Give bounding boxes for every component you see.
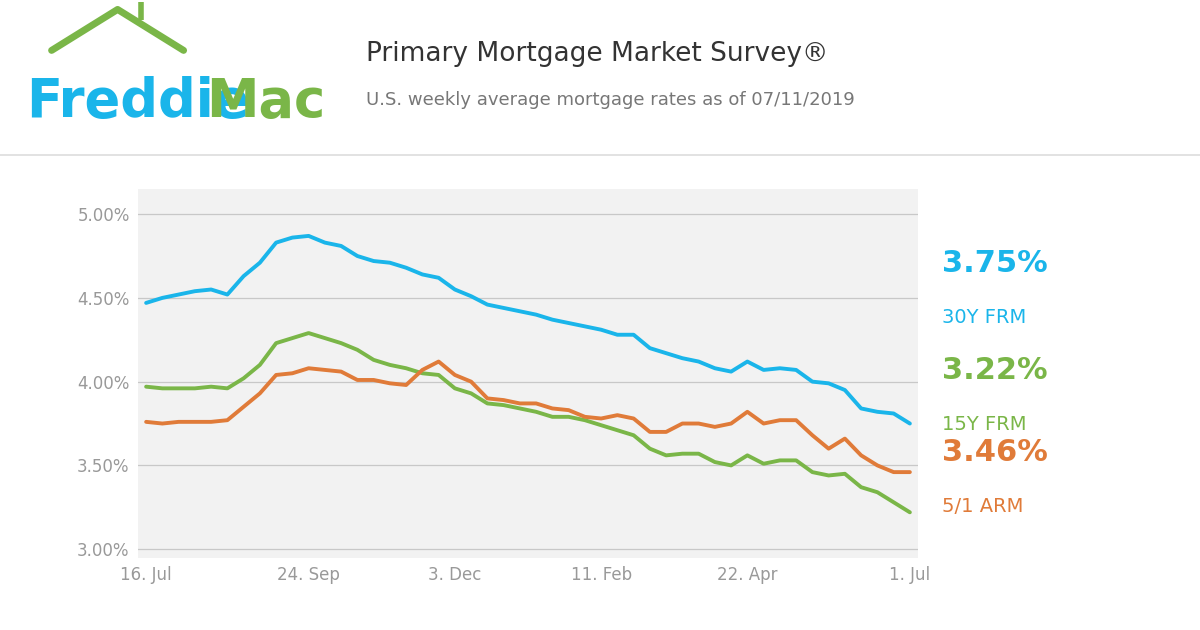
Text: 15Y FRM: 15Y FRM — [942, 415, 1026, 434]
Text: 3.22%: 3.22% — [942, 356, 1048, 385]
Text: Primary Mortgage Market Survey®: Primary Mortgage Market Survey® — [366, 41, 828, 67]
Text: 3.75%: 3.75% — [942, 249, 1048, 278]
Text: 5/1 ARM: 5/1 ARM — [942, 497, 1024, 516]
Text: 30Y FRM: 30Y FRM — [942, 308, 1026, 327]
Text: 3.46%: 3.46% — [942, 438, 1048, 467]
Text: Mac: Mac — [206, 76, 325, 128]
Text: U.S. weekly average mortgage rates as of 07/11/2019: U.S. weekly average mortgage rates as of… — [366, 91, 854, 110]
Text: Freddie: Freddie — [26, 76, 250, 128]
